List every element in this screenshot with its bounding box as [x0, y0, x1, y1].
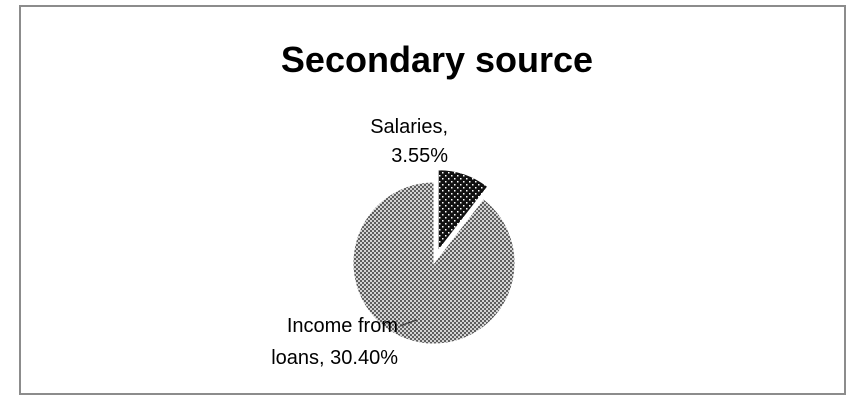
data-label-income-from-loans: loans, 30.40% — [271, 347, 398, 369]
data-label-salaries: 3.55% — [391, 145, 448, 167]
data-label-salaries: Salaries, — [370, 116, 448, 138]
pie-slice-income-from-loans — [352, 181, 516, 345]
pie-slice-salaries — [437, 169, 489, 253]
chart-title: Secondary source — [281, 39, 593, 80]
pie-chart: Secondary source Salaries, 3.55% Income fr… — [271, 39, 593, 369]
pie-slices — [352, 169, 516, 345]
leader-line — [399, 319, 418, 327]
data-labels: Salaries, 3.55% Income from loans, 30.40% — [271, 116, 448, 369]
data-label-income-from-loans: Income from — [287, 315, 398, 337]
leader-lines — [399, 319, 418, 327]
